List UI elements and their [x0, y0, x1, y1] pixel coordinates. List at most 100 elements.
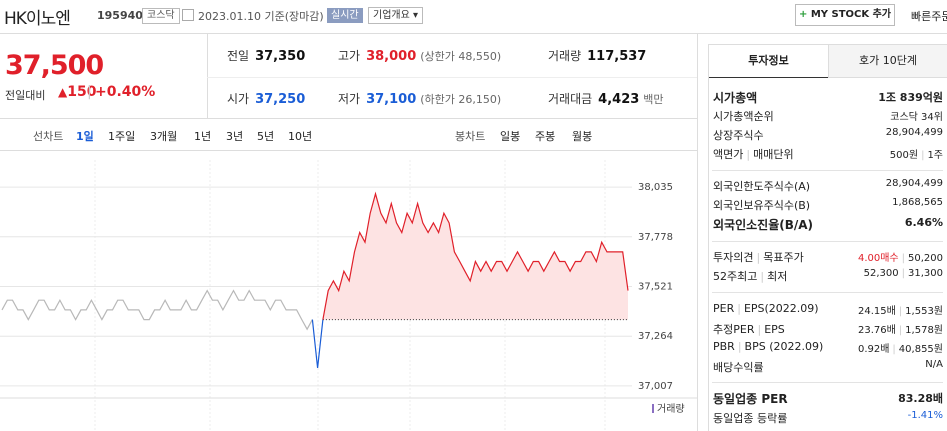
summary-value: 37,350 [255, 49, 306, 64]
summary-cell: 고가 38,000 (상한가 48,550) [338, 47, 501, 64]
tab-label: 봉차트 [455, 130, 486, 143]
company-overview-button[interactable]: 기업개요 ▾ [368, 7, 424, 24]
stock-name: HK이노엔 [4, 9, 71, 29]
invest-value: 28,904,499 [886, 178, 943, 189]
value: 28,904,499 [885, 127, 943, 138]
period-tab[interactable]: 1주일 [108, 130, 136, 143]
company-overview: 기업개요 [373, 10, 410, 21]
period-tab[interactable]: 5년 [257, 130, 275, 143]
realtime-button[interactable]: 실시간 [327, 8, 363, 23]
invest-value: 24.15배 | 1,553원 [858, 302, 943, 317]
period-tab[interactable]: 월봉 [572, 130, 593, 143]
label: 최저 [767, 270, 788, 283]
label: 외국인소진율(B/A) [713, 218, 814, 232]
price-line [1, 289, 313, 331]
summary-cell: 전일 37,350 [227, 47, 305, 64]
tab-underline [709, 77, 828, 78]
value: 40,855원 [898, 344, 943, 355]
market-badge: 코스닥 [142, 8, 180, 24]
summary-cell: 시가 37,250 [227, 90, 305, 107]
my-stock-button[interactable]: + MY STOCK 추가 [795, 4, 895, 26]
change-value: 150 [67, 84, 97, 100]
invest-label: 52주최고 | 최저 [713, 268, 787, 284]
y-tick-label: 37,007 [638, 381, 673, 392]
summary-cell: 저가 37,100 (하한가 26,150) [338, 90, 501, 107]
invest-value: 6.46% [905, 216, 943, 229]
separator: | [898, 306, 903, 317]
y-tick-label: 37,264 [638, 331, 673, 342]
my-stock-label: MY STOCK 추가 [810, 9, 892, 20]
summary-label: 고가 [338, 49, 361, 63]
value: 24.15배 [857, 306, 896, 317]
separator: | [898, 325, 903, 336]
invest-value: -1.41% [908, 410, 943, 421]
separator: | [737, 302, 741, 315]
price-line [322, 191, 629, 320]
label: 목표주가 [763, 251, 804, 264]
invest-label: 상장주식수 [713, 127, 764, 143]
quick-order[interactable]: 빠른주문 [911, 10, 947, 23]
calendar-icon [182, 9, 194, 21]
summary-note: (하한가 26,150) [420, 93, 502, 106]
legend-swatch [652, 404, 654, 413]
period-tab[interactable]: 1일 [76, 130, 94, 143]
label: 상장주식수 [713, 129, 764, 142]
invest-label: 추정PER | EPS [713, 321, 785, 337]
price-chart: 38,035 37,778 37,521 37,264 37,007 거래량 [0, 160, 697, 431]
label: 동일업종 PER [713, 392, 788, 406]
price-line [311, 319, 324, 368]
divider [207, 34, 208, 118]
element: ▲ [58, 85, 68, 99]
summary-label: 거래대금 [548, 92, 593, 106]
invest-value: N/A [925, 359, 943, 370]
invest-label: 배당수익률 [713, 359, 764, 375]
value: 28,904,499 [885, 178, 943, 189]
value: -1.41% [907, 410, 943, 421]
divider [712, 170, 943, 171]
separator: | [892, 344, 896, 355]
label: 동일업종 등락률 [713, 412, 788, 425]
invest-label: PBR | BPS (2022.09) [713, 340, 823, 353]
period-tab[interactable]: 3개월 [150, 130, 178, 143]
label: 액면가 [713, 148, 744, 161]
change: ▲150 [58, 84, 96, 100]
label: EPS [764, 323, 785, 336]
tab-label: 선차트 [33, 130, 64, 143]
area-fill [322, 193, 628, 320]
value: 83.28배 [898, 392, 943, 405]
volume-label: 거래량 [657, 403, 685, 415]
summary-value: 37,250 [255, 92, 306, 107]
summary-value: 37,100 [366, 92, 417, 107]
value: 1주 [927, 150, 943, 161]
period-tab[interactable]: 주봉 [535, 130, 556, 143]
value: 0.92배 [857, 344, 890, 355]
y-tick-label: 38,035 [638, 182, 673, 193]
period-tab[interactable]: 10년 [288, 130, 313, 143]
label: BPS (2022.09) [744, 340, 824, 353]
summary-note: 백만 [643, 93, 664, 106]
invest-value: 52,300 | 31,300 [864, 268, 943, 279]
value: 23.76배 [857, 325, 896, 336]
invest-value: 28,904,499 [886, 127, 943, 138]
y-tick-label: 37,778 [638, 232, 673, 243]
value: 1,868,565 [892, 197, 943, 208]
label: PBR [713, 340, 735, 353]
tab-active[interactable]: 투자정보 [748, 54, 789, 67]
period-tab[interactable]: 1년 [194, 130, 212, 143]
period-tab[interactable]: 3년 [226, 130, 244, 143]
date-basis: 2023.01.10 기준(장마감) [198, 10, 324, 23]
label: 외국인한도주식수(A) [713, 180, 811, 193]
invest-label: PER | EPS(2022.09) [713, 302, 819, 315]
tab[interactable]: 호가 10단계 [828, 45, 947, 78]
divider [697, 34, 698, 431]
period-tab[interactable]: 일봉 [500, 130, 521, 143]
invest-label: 외국인보유주식수(B) [713, 197, 810, 213]
invest-label: 액면가 | 매매단위 [713, 146, 794, 162]
invest-panel [708, 44, 947, 431]
separator: | [756, 251, 761, 264]
summary-note: (상한가 48,550) [420, 50, 502, 63]
invest-label: 외국인한도주식수(A) [713, 178, 810, 194]
invest-label: 동일업종 등락률 [713, 410, 787, 426]
value: 1,553원 [905, 306, 943, 317]
invest-value: 83.28배 [898, 390, 943, 406]
